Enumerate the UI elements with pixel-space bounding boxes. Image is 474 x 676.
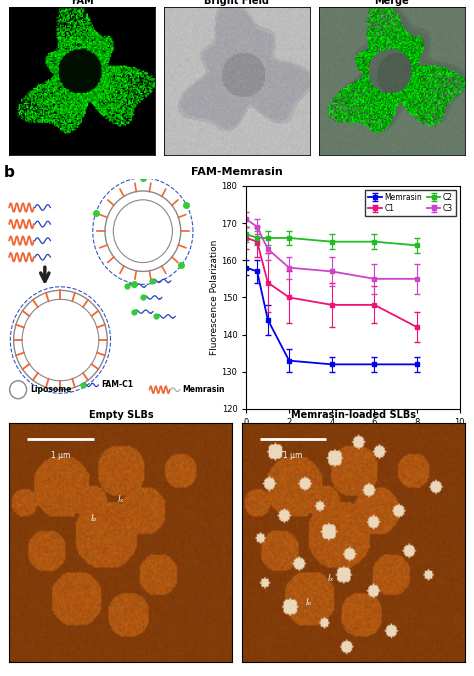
Title: FAM: FAM — [71, 0, 93, 6]
Y-axis label: Fluorescence Polarization: Fluorescence Polarization — [210, 240, 219, 355]
Text: 1 μm: 1 μm — [51, 452, 71, 460]
Title: Memrasin-loaded SLBs: Memrasin-loaded SLBs — [291, 410, 416, 420]
Title: Empty SLBs: Empty SLBs — [89, 410, 153, 420]
Text: FAM-C1: FAM-C1 — [101, 381, 134, 389]
X-axis label: Concentration (μM): Concentration (μM) — [310, 430, 397, 439]
Title: Bright Field: Bright Field — [204, 0, 270, 6]
Text: b: b — [4, 165, 15, 180]
Text: lₓ: lₓ — [118, 495, 124, 504]
Text: Memrasin: Memrasin — [182, 385, 224, 394]
Text: lₒ: lₒ — [91, 514, 97, 523]
Text: Liposome: Liposome — [30, 385, 72, 394]
Text: lₒ: lₒ — [305, 598, 312, 607]
Text: FAM-Memrasin: FAM-Memrasin — [191, 168, 283, 177]
Text: 1 μm: 1 μm — [283, 452, 303, 460]
Text: lₓ: lₓ — [328, 574, 334, 583]
Legend: Memrasin, C1, C2, C3: Memrasin, C1, C2, C3 — [365, 190, 456, 216]
Title: Merge: Merge — [374, 0, 409, 6]
